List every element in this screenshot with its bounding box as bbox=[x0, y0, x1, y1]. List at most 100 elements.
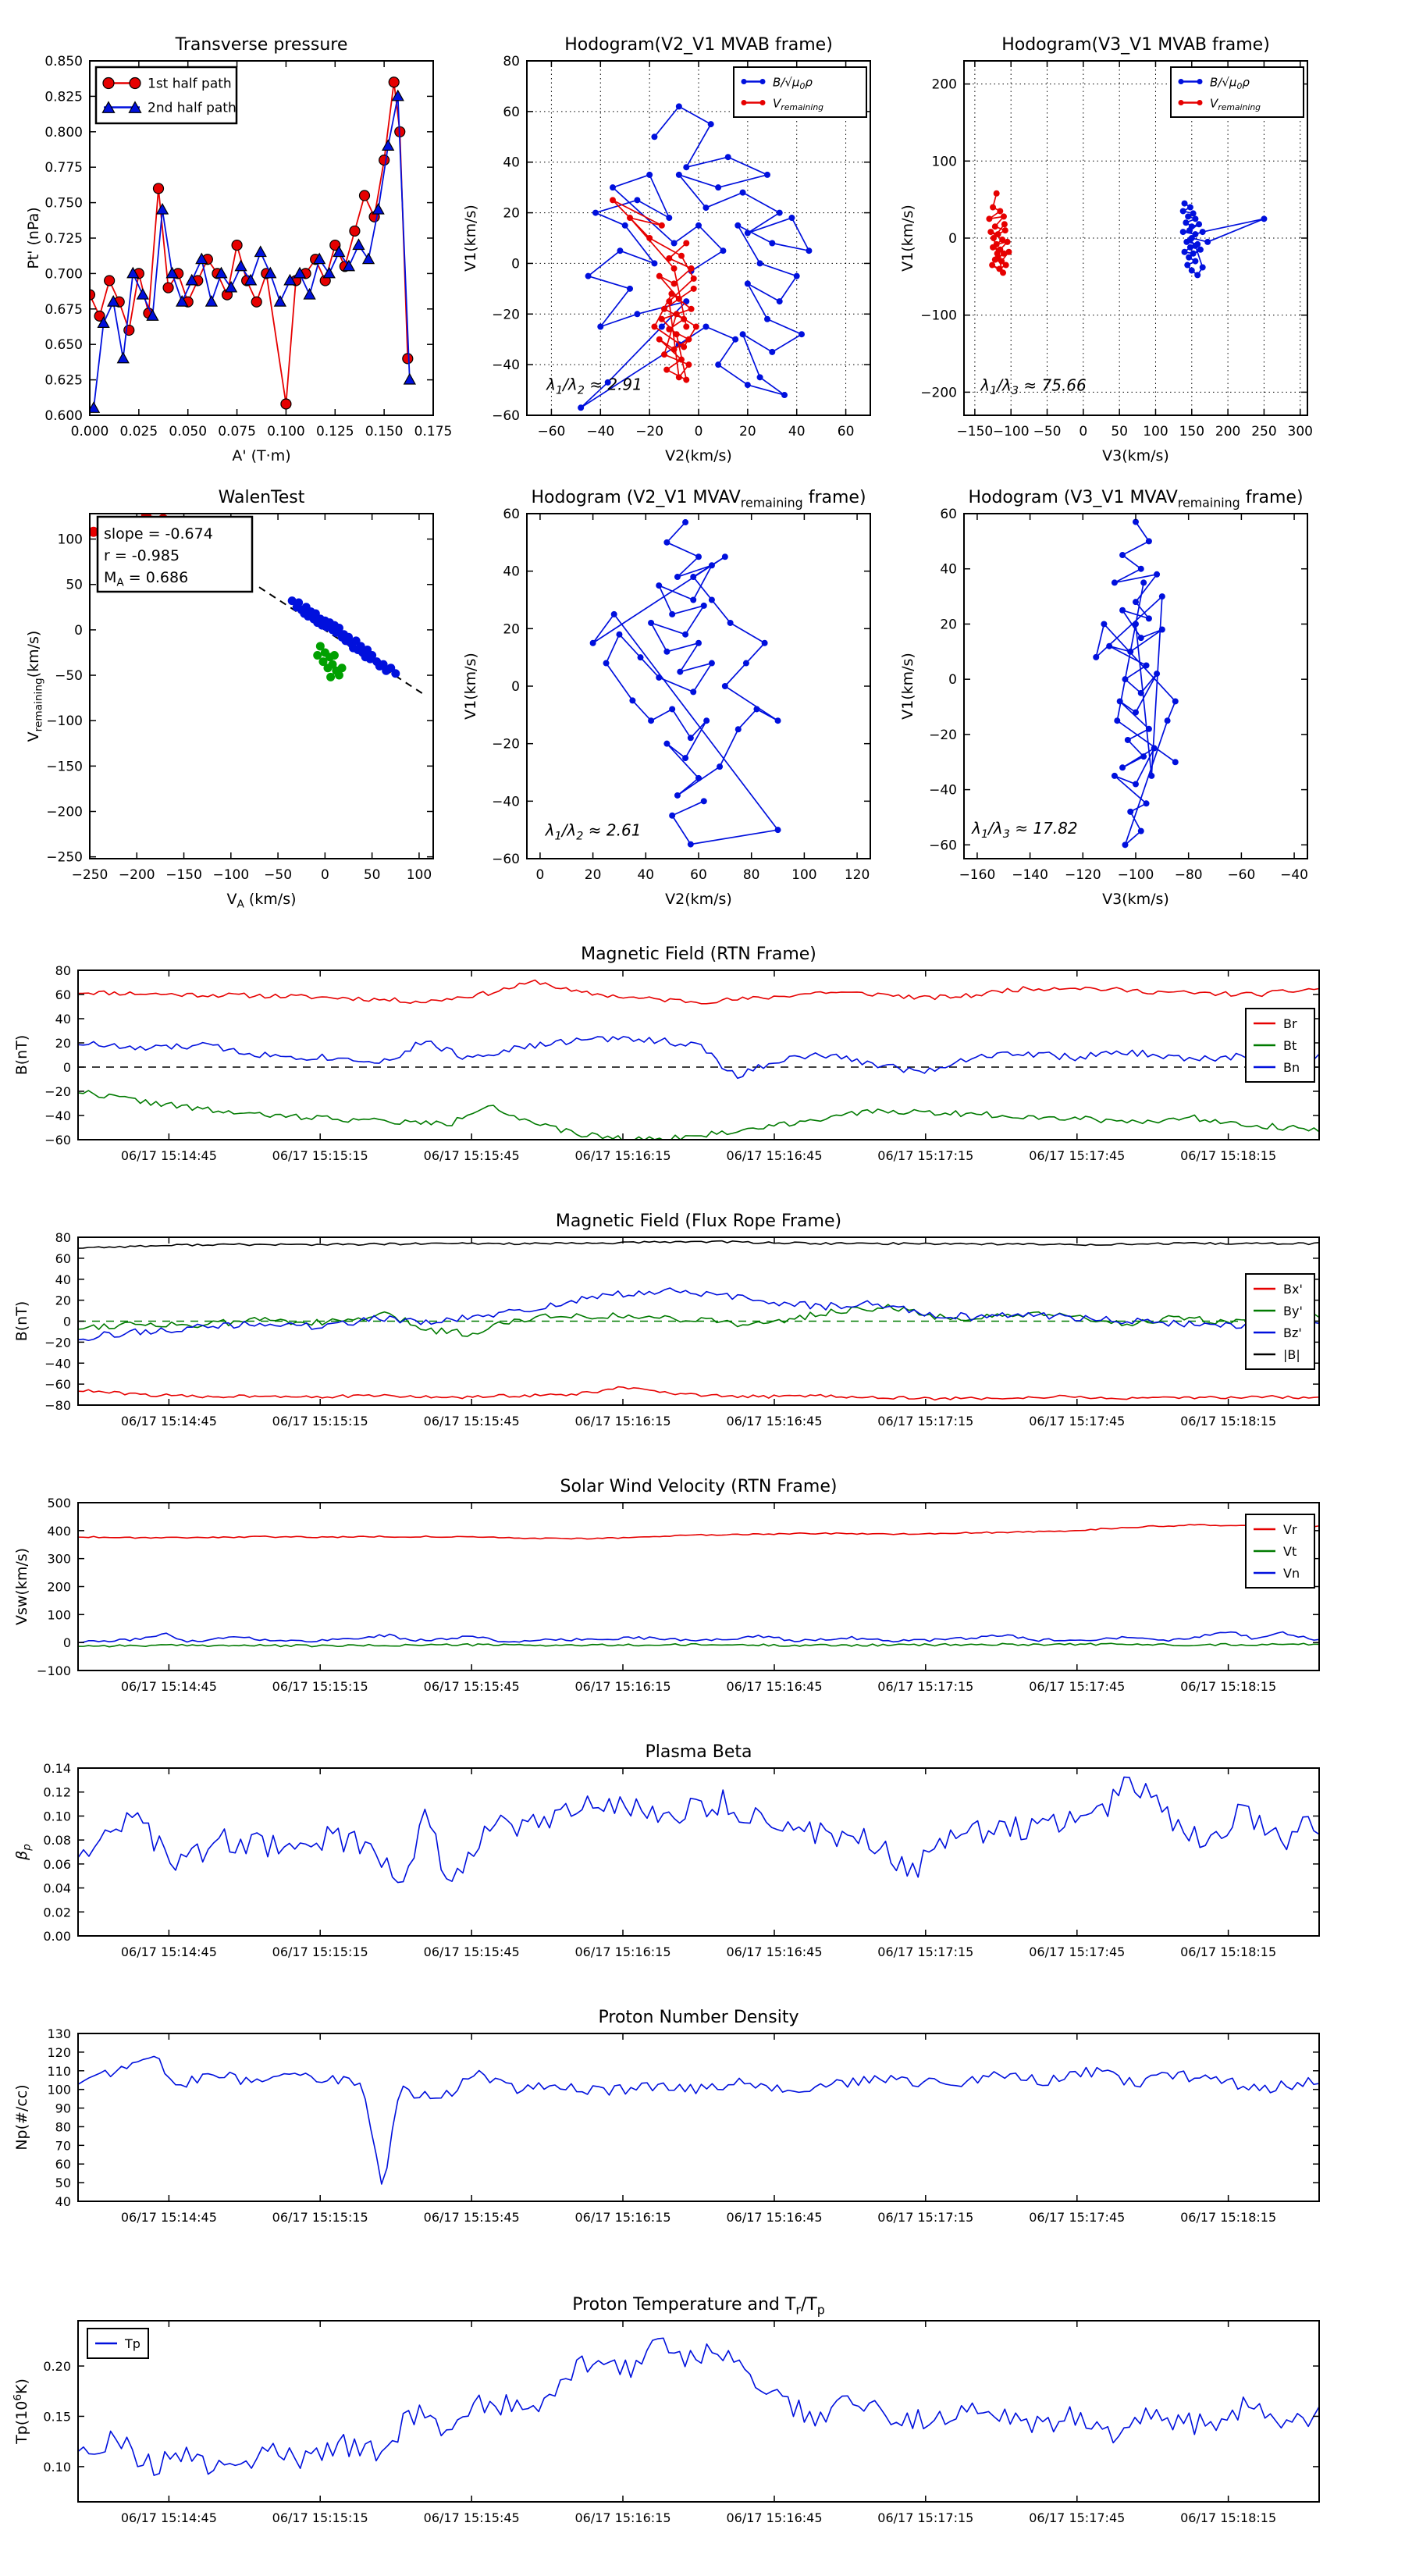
y-tick-label: 0.14 bbox=[43, 1761, 71, 1776]
markers-B path bbox=[1093, 518, 1179, 849]
x-tick-label: 100 bbox=[1143, 424, 1168, 439]
x-tick-label: 06/17 15:16:15 bbox=[574, 1414, 670, 1429]
x-tick-label: 150 bbox=[1179, 424, 1204, 439]
x-tick-label: 06/17 15:16:45 bbox=[726, 2210, 822, 2225]
y-tick-label: 130 bbox=[47, 2026, 71, 2041]
legend-box bbox=[1170, 66, 1304, 118]
markers-B/√μ0ρ bbox=[578, 103, 813, 411]
x-tick-label: 06/17 15:15:15 bbox=[272, 1148, 368, 1163]
panel-title: Hodogram(V3_V1 MVAB frame) bbox=[1001, 35, 1270, 55]
legend-label: 1st half path bbox=[148, 76, 232, 92]
x-tick-label: 60 bbox=[690, 867, 707, 883]
x-tick-label: −40 bbox=[586, 424, 614, 439]
x-tick-label: 0 bbox=[536, 867, 545, 883]
legend-label: Vt bbox=[1283, 1544, 1297, 1559]
x-tick-label: 06/17 15:15:15 bbox=[272, 1679, 368, 1694]
y-tick-label: 200 bbox=[47, 1580, 71, 1595]
y-tick-label: −20 bbox=[44, 1084, 71, 1099]
y-tick-label: −40 bbox=[44, 1108, 71, 1123]
panel-title: Hodogram (V3_V1 MVAVremaining frame) bbox=[968, 488, 1303, 510]
y-axis-label: V1(km/s) bbox=[899, 205, 916, 272]
y-tick-label: 20 bbox=[503, 206, 520, 222]
y-tick-label: −60 bbox=[492, 852, 520, 867]
y-tick-label: −40 bbox=[492, 794, 520, 809]
x-tick-label: 06/17 15:15:45 bbox=[424, 2210, 520, 2225]
legend-box bbox=[94, 66, 238, 125]
x-tick-label: 200 bbox=[1215, 424, 1240, 439]
y-tick-label: 40 bbox=[55, 1012, 71, 1026]
y-tick-label: −200 bbox=[920, 385, 957, 400]
panel-plasma-beta: 06/17 15:14:45 06/17 15:15:15 06/17 15:15:… bbox=[13, 1742, 1320, 1959]
y-tick-label: 60 bbox=[940, 507, 957, 522]
series-Bn bbox=[78, 1036, 1319, 1080]
panel-title: Solar Wind Velocity (RTN Frame) bbox=[560, 1477, 838, 1496]
y-tick-label: 70 bbox=[55, 2138, 71, 2153]
y-tick-label: 0.650 bbox=[44, 337, 83, 353]
x-tick-label: 06/17 15:17:15 bbox=[877, 2510, 973, 2525]
series-beta bbox=[78, 1776, 1319, 1884]
x-tick-label: 06/17 15:16:45 bbox=[726, 1679, 822, 1694]
panel-title: Proton Number Density bbox=[599, 2008, 799, 2027]
y-tick-label: 0.625 bbox=[44, 373, 83, 389]
y-tick-label: 40 bbox=[503, 155, 520, 171]
x-tick-label: 06/17 15:16:15 bbox=[574, 1148, 670, 1163]
x-tick-label: 0.125 bbox=[316, 424, 354, 439]
x-tick-label: 06/17 15:14:45 bbox=[121, 1414, 217, 1429]
y-tick-label: 0 bbox=[948, 672, 957, 688]
y-tick-label: 0 bbox=[511, 679, 520, 695]
x-tick-label: −60 bbox=[537, 424, 565, 439]
y-tick-label: 0.725 bbox=[44, 231, 83, 247]
y-axis-label: B(nT) bbox=[13, 1035, 30, 1076]
series-Bt bbox=[78, 1090, 1319, 1140]
x-tick-label: 06/17 15:18:15 bbox=[1180, 1414, 1276, 1429]
y-tick-label: −100 bbox=[46, 713, 83, 729]
x-tick-label: 06/17 15:15:45 bbox=[424, 1679, 520, 1694]
panel-hodogram-v2v1-mvab: −60 −40 −20 0 20 40 60 −60 −40 −20 0 20 40 60 80 Hodogr… bbox=[462, 35, 871, 464]
legend-label: Bn bbox=[1283, 1060, 1300, 1075]
x-tick-label: 40 bbox=[788, 424, 806, 439]
x-tick-label: −100 bbox=[212, 867, 249, 883]
y-tick-label: 60 bbox=[55, 1251, 71, 1266]
x-axis-label: V3(km/s) bbox=[1102, 891, 1169, 908]
x-tick-label: 0.175 bbox=[414, 424, 453, 439]
legend-label: Vr bbox=[1283, 1522, 1297, 1537]
series-Br bbox=[78, 979, 1319, 1005]
y-tick-label: 60 bbox=[503, 507, 520, 522]
y-tick-label: 60 bbox=[503, 105, 520, 120]
series-By' bbox=[78, 1304, 1319, 1337]
x-tick-label: 06/17 15:18:15 bbox=[1180, 2510, 1276, 2525]
x-tick-label: 06/17 15:14:45 bbox=[121, 1148, 217, 1163]
x-axis-label: V3(km/s) bbox=[1102, 447, 1169, 464]
x-tick-label: 06/17 15:17:15 bbox=[877, 1679, 973, 1694]
y-axis-label: βp bbox=[13, 1844, 34, 1861]
legend-label: By' bbox=[1283, 1304, 1303, 1318]
y-tick-label: 0 bbox=[63, 1315, 71, 1329]
axes-frame bbox=[77, 1767, 1320, 1937]
x-tick-label: 0.000 bbox=[71, 424, 109, 439]
y-tick-label: −60 bbox=[44, 1133, 71, 1147]
legend-label: Br bbox=[1283, 1016, 1297, 1031]
y-tick-label: 20 bbox=[503, 621, 520, 637]
x-tick-label: 06/17 15:18:15 bbox=[1180, 2210, 1276, 2225]
y-tick-label: 0.700 bbox=[44, 266, 83, 282]
y-axis-label: Pt' (nPa) bbox=[25, 207, 42, 269]
y-axis-label: V1(km/s) bbox=[462, 205, 479, 272]
annotation: λ1/λ2 ≈ 2.91 bbox=[546, 375, 642, 397]
x-tick-label: 0 bbox=[695, 424, 703, 439]
y-tick-label: 50 bbox=[55, 2176, 71, 2190]
annotation: λ1/λ2 ≈ 2.61 bbox=[545, 821, 642, 843]
y-tick-label: −80 bbox=[44, 1398, 71, 1413]
x-tick-label: 06/17 15:18:15 bbox=[1180, 1148, 1276, 1163]
y-tick-label: 0.10 bbox=[43, 2460, 71, 2475]
x-tick-label: −150 bbox=[165, 867, 202, 883]
markers-walen points bbox=[287, 596, 400, 678]
y-tick-label: 0.600 bbox=[44, 408, 83, 424]
x-tick-label: −160 bbox=[959, 867, 996, 883]
y-tick-label: 60 bbox=[55, 987, 71, 1002]
axes-frame bbox=[77, 2320, 1320, 2503]
panel-proton-temperature: 06/17 15:14:45 06/17 15:15:15 06/17 15:15:… bbox=[12, 2295, 1320, 2525]
panel-transverse-pressure: 0.000 0.025 0.050 0.075 0.100 0.125 0.150 0.175… bbox=[25, 35, 452, 464]
x-tick-label: 06/17 15:14:45 bbox=[121, 2210, 217, 2225]
y-tick-label: 0.08 bbox=[43, 1833, 71, 1848]
